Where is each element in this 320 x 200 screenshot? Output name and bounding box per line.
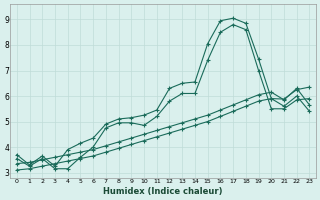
X-axis label: Humidex (Indice chaleur): Humidex (Indice chaleur): [103, 187, 223, 196]
